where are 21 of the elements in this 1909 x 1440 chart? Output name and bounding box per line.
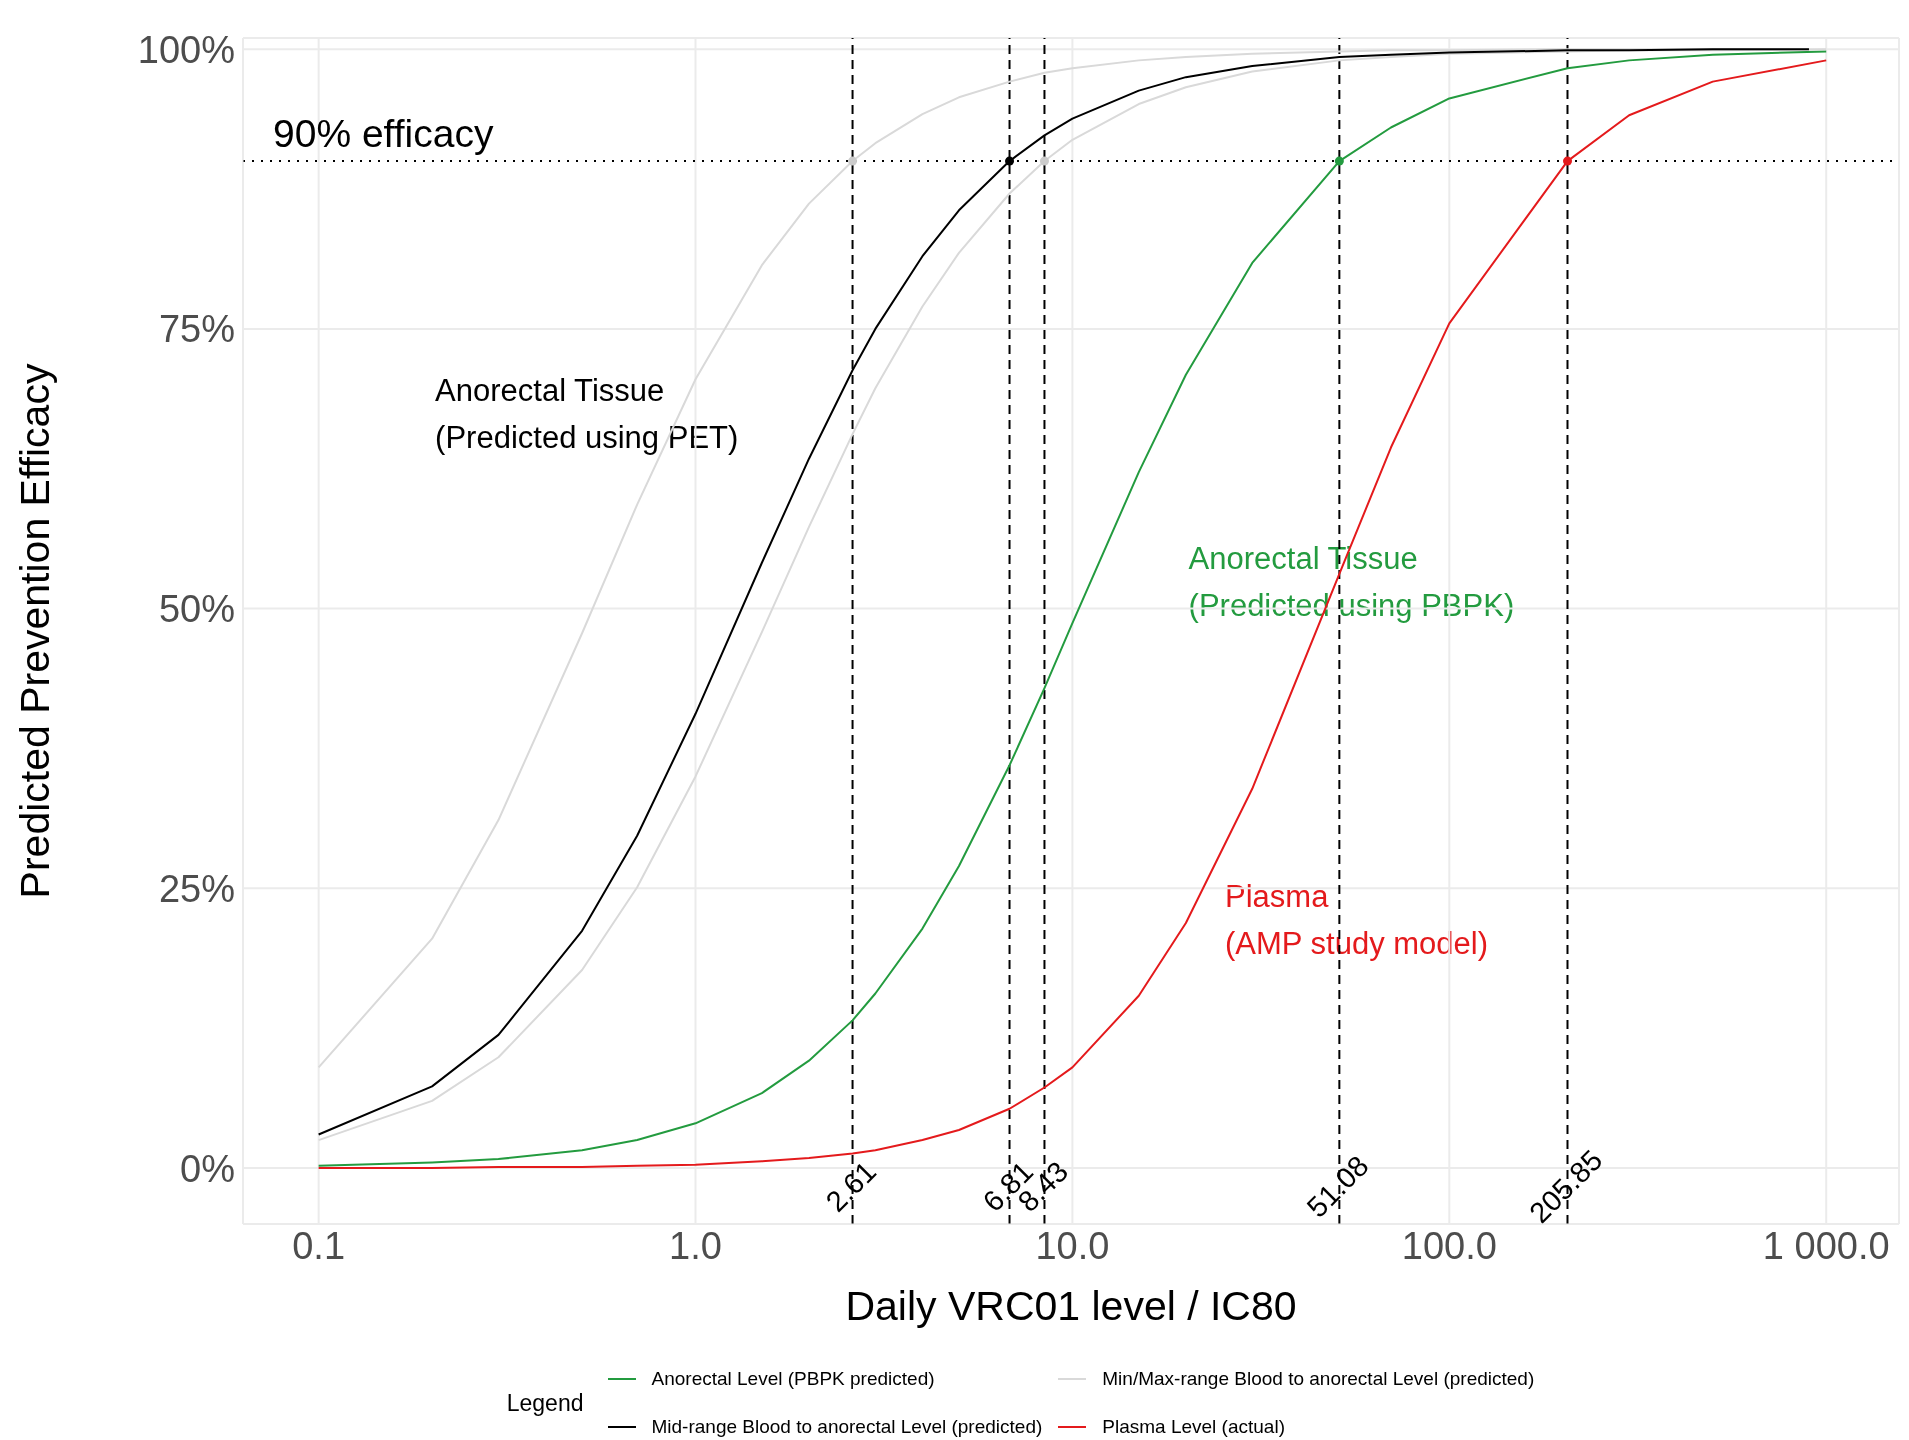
annotation: Anorectal Tissue (Predicted using PET) xyxy=(435,371,739,457)
legend-title: Legend xyxy=(506,1389,584,1417)
x-tick-label: 100.0 xyxy=(1401,1224,1497,1267)
y-axis-title: Predicted Prevention Efficacy xyxy=(11,363,58,899)
ref-line-label: 90% efficacy xyxy=(273,112,494,156)
y-tick-label: 100% xyxy=(137,28,235,71)
legend-label: Anorectal Level (PBPK predicted) xyxy=(651,1368,935,1390)
legend-label: Mid-range Blood to anorectal Level (predicted) xyxy=(651,1416,1043,1438)
x-axis-title: Daily VRC01 level / IC80 xyxy=(845,1283,1297,1329)
y-tick-label: 75% xyxy=(158,308,235,351)
annotation: Plasma (AMP study model) xyxy=(1225,877,1489,963)
x-tick-label: 1 000.0 xyxy=(1762,1224,1890,1267)
x-tick-label: 0.1 xyxy=(292,1224,346,1267)
x-tick-label: 1.0 xyxy=(669,1224,722,1267)
ref-line-label: 2.61 xyxy=(819,1155,883,1218)
y-tick-label: 0% xyxy=(180,1147,235,1190)
y-tick-label: 25% xyxy=(158,867,235,910)
x-tick-label: 10.0 xyxy=(1035,1224,1110,1267)
legend-label: Min/Max-range Blood to anorectal Level (predicted) xyxy=(1102,1368,1535,1390)
legend-label: Plasma Level (actual) xyxy=(1102,1416,1285,1438)
y-tick-label: 50% xyxy=(158,588,235,631)
